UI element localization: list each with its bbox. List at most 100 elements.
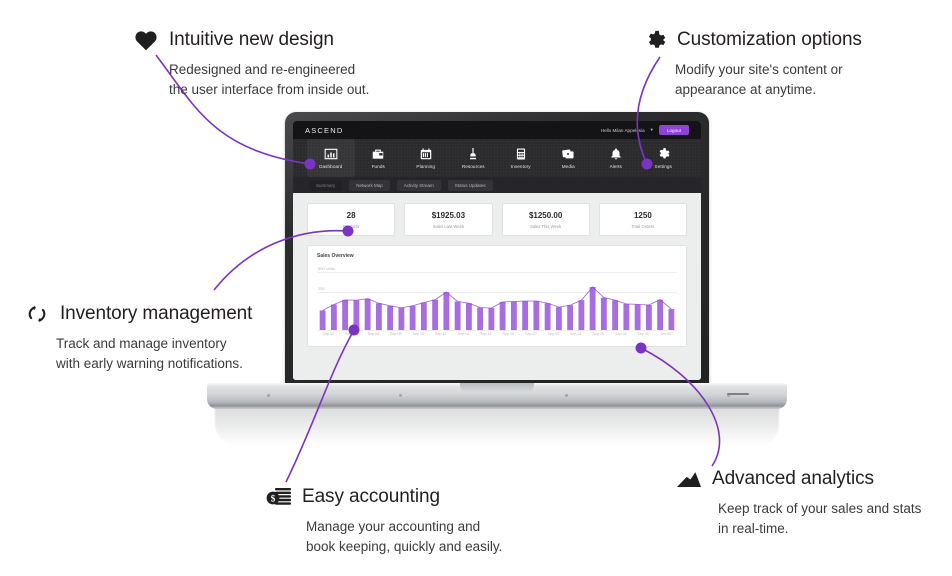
calculator-icon xyxy=(514,147,528,161)
nav-item-label: Media xyxy=(561,164,575,169)
chart-bar xyxy=(353,300,360,330)
money-bills-icon: $ xyxy=(266,484,292,510)
bar-chart-icon xyxy=(324,147,338,161)
chart-bar xyxy=(634,304,641,330)
chart-bar xyxy=(668,309,675,330)
bell-icon xyxy=(609,147,623,161)
chart-bar xyxy=(578,300,585,330)
gridline xyxy=(317,272,677,273)
laptop-screen: ASCEND Hello Milan Appelosia ▾ Logout Da… xyxy=(293,121,701,380)
feature-description: Redesigned and re-engineered the user in… xyxy=(169,62,370,97)
nav-item-alerts[interactable]: Alerts xyxy=(592,139,640,177)
x-axis-tick: Oct 02 xyxy=(660,332,672,336)
chart-bar xyxy=(420,302,427,330)
base-latch xyxy=(727,393,749,395)
feature-title: Intuitive new design xyxy=(169,29,334,50)
feature-customization-options: Customization options Modify your site's… xyxy=(641,27,862,99)
tab-status-updates[interactable]: Status Updates xyxy=(447,179,493,191)
laptop-shadow xyxy=(215,408,779,446)
feature-inventory-management: Inventory management Track and manage in… xyxy=(24,301,252,373)
user-greeting: Hello Milan Appelosia xyxy=(600,127,645,133)
stat-label: Products xyxy=(342,224,360,229)
chart-bar xyxy=(443,292,450,330)
nav-item-inventory[interactable]: Inventory xyxy=(497,139,545,177)
feature-description: Keep track of your sales and stats in re… xyxy=(718,501,922,536)
tab-network-map[interactable]: Network Map xyxy=(349,179,390,191)
x-axis-tick: Sep 28 xyxy=(615,332,627,336)
nav-item-resources[interactable]: Resources xyxy=(450,139,498,177)
stat-value: $1925.03 xyxy=(431,211,466,220)
nav-item-label: Resources xyxy=(461,164,485,169)
stats-row: 28 Products $1925.03 Sales Last Week $1250.0… xyxy=(307,203,687,236)
gear-icon xyxy=(641,27,667,53)
stat-label: Total Orders xyxy=(631,224,655,229)
feature-header: Inventory management xyxy=(24,301,252,327)
app-navbar: Dashboard Funds Planning Resources Inventory… xyxy=(293,139,701,177)
feature-description: Modify your site's content or appearance… xyxy=(675,62,843,97)
gridline xyxy=(317,292,677,293)
stat-value: 28 xyxy=(346,211,356,220)
x-axis-tick: Sep 24 xyxy=(570,332,582,336)
feature-description: Manage your accounting and book keeping,… xyxy=(306,519,503,554)
heart-icon xyxy=(133,27,159,53)
laptop-base xyxy=(207,383,787,409)
nav-item-label: Dashboard xyxy=(319,164,343,169)
stat-card: $1925.03 Sales Last Week xyxy=(404,203,493,236)
nav-item-label: Planning xyxy=(416,164,436,169)
chart-bar xyxy=(533,301,540,330)
logout-button[interactable]: Logout xyxy=(658,125,689,135)
nav-item-dashboard[interactable]: Dashboard xyxy=(307,139,355,177)
x-axis-tick: Sep 04 xyxy=(345,332,357,336)
svg-text:$: $ xyxy=(271,493,276,503)
feature-easy-accounting: $ Easy accounting Manage your accounting… xyxy=(266,484,502,556)
feature-title: Inventory management xyxy=(60,303,253,324)
app-content: 28 Products $1925.03 Sales Last Week $1250.0… xyxy=(293,193,701,380)
chart-bar xyxy=(499,301,506,330)
feature-intuitive-design: Intuitive new design Redesigned and re-e… xyxy=(133,27,369,99)
panel-title: Sales Overview xyxy=(317,253,354,259)
topbar-right: Hello Milan Appelosia ▾ Logout xyxy=(601,125,689,135)
chart-bar xyxy=(567,305,574,330)
tab-summary[interactable]: Summary xyxy=(309,179,343,191)
x-axis-tick: Sep 22 xyxy=(547,332,559,336)
tab-activity-stream[interactable]: Activity Stream xyxy=(396,179,441,191)
nav-item-planning[interactable]: Planning xyxy=(402,139,450,177)
app-topbar: ASCEND Hello Milan Appelosia ▾ Logout xyxy=(293,121,701,139)
nav-item-settings[interactable]: Settings xyxy=(640,139,688,177)
x-axis-tick: Sep 18 xyxy=(502,332,514,336)
chart-bar xyxy=(409,305,416,330)
app-brand-logo: ASCEND xyxy=(305,125,344,135)
x-axis-tick: Sep 12 xyxy=(435,332,447,336)
stat-card: 28 Products xyxy=(307,203,396,236)
chart-bar xyxy=(364,298,371,330)
x-axis-tick: Sep 14 xyxy=(457,332,469,336)
chevron-down-icon[interactable]: ▾ xyxy=(650,127,653,132)
nav-item-media[interactable]: Media xyxy=(545,139,593,177)
x-axis-tick: Sep 10 xyxy=(412,332,424,336)
chart-bar xyxy=(432,299,439,330)
chart-bar xyxy=(544,303,551,330)
x-axis-tick: Sep 26 xyxy=(592,332,604,336)
sales-bar-chart xyxy=(317,266,677,330)
sync-arrows-icon xyxy=(24,301,50,327)
chart-bar xyxy=(510,301,517,330)
x-axis-tick: Sep 06 xyxy=(367,332,379,336)
chart-bar xyxy=(600,297,607,330)
nav-item-label: Funds xyxy=(371,164,385,169)
chart-bar xyxy=(477,307,484,330)
chart-x-axis: Sep 02 Sep 04 Sep 06 Sep 08 Sep 10 Sep 12 Sep … xyxy=(317,332,677,336)
x-axis-tick: Sep 30 xyxy=(637,332,649,336)
chart-bar xyxy=(488,308,495,330)
nav-item-label: Settings xyxy=(654,164,672,169)
feature-header: $ Easy accounting xyxy=(266,484,502,510)
area-chart-icon xyxy=(676,466,702,492)
nav-item-label: Alerts xyxy=(609,164,622,169)
chart-bar xyxy=(342,299,349,330)
feature-title: Customization options xyxy=(677,29,862,50)
gear-icon xyxy=(656,147,670,161)
nav-item-label: Inventory xyxy=(510,164,531,169)
base-vent xyxy=(267,394,270,397)
chart-bar xyxy=(645,304,652,330)
nav-item-funds[interactable]: Funds xyxy=(355,139,403,177)
chart-bar xyxy=(555,307,562,330)
